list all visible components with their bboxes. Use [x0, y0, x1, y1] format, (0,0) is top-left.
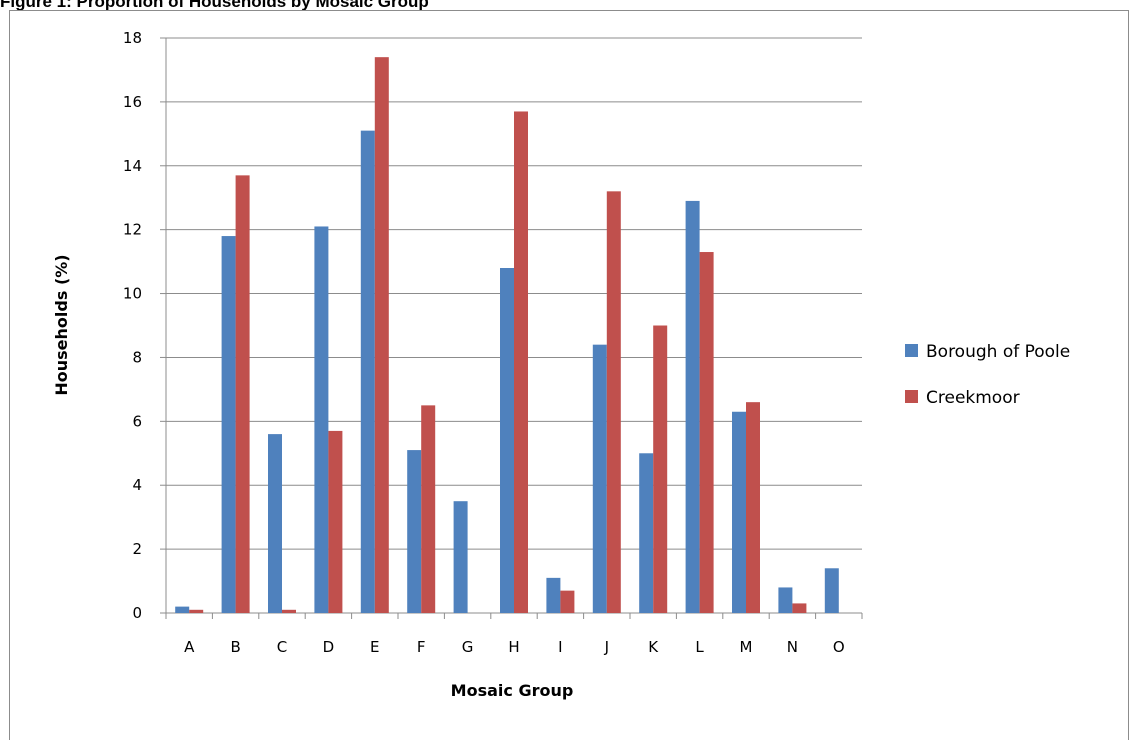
bars: [175, 57, 839, 614]
bar-borough-of-poole-d: [314, 226, 329, 613]
bar-borough-of-poole-b: [221, 236, 236, 614]
bar-creekmoor-b: [235, 175, 250, 613]
bar-borough-of-poole-o: [824, 568, 839, 613]
bar-borough-of-poole-j: [592, 344, 607, 613]
bar-borough-of-poole-f: [407, 450, 422, 613]
y-tick-label: 10: [123, 285, 142, 303]
tick-labels: 0 2 4 6 8 10 12 14 16 18 A B C D E F G H I J K L M N O: [123, 29, 845, 656]
y-tick-label: 14: [123, 157, 142, 175]
x-tick-label: K: [648, 638, 659, 656]
bar-borough-of-poole-a: [175, 606, 190, 613]
bar-borough-of-poole-l: [685, 200, 700, 613]
bar-creekmoor-n: [792, 603, 807, 613]
bar-creekmoor-j: [606, 191, 621, 614]
bar-creekmoor-i: [560, 590, 575, 613]
legend-label: Creekmoor: [926, 388, 1020, 408]
y-tick-label: 18: [123, 29, 142, 47]
y-tick-label: 0: [132, 604, 142, 622]
x-tick-label: C: [277, 638, 287, 656]
bar-creekmoor-c: [282, 609, 296, 613]
bar-borough-of-poole-m: [732, 411, 746, 613]
x-tick-label: I: [558, 638, 562, 656]
bar-creekmoor-m: [746, 402, 760, 613]
x-tick-label: L: [695, 638, 704, 656]
y-tick-label: 4: [132, 476, 142, 494]
bar-borough-of-poole-c: [268, 434, 282, 613]
bar-creekmoor-a: [189, 609, 204, 613]
bar-borough-of-poole-k: [639, 453, 654, 613]
x-tick-label: B: [230, 638, 240, 656]
x-tick-label: G: [462, 638, 474, 656]
figure-title: Figure 1: Proportion of Households by Mo…: [0, 0, 429, 11]
legend-label: Borough of Poole: [926, 342, 1070, 362]
legend-swatch: [905, 390, 918, 403]
x-axis-title: Mosaic Group: [451, 681, 574, 700]
y-axis-title: Households (%): [52, 254, 71, 395]
x-tick-label: O: [833, 638, 845, 656]
bar-borough-of-poole-g: [453, 501, 468, 613]
bar-creekmoor-f: [421, 405, 436, 613]
bar-creekmoor-e: [374, 57, 389, 613]
x-tick-label: N: [787, 638, 798, 656]
x-tick-label: E: [370, 638, 379, 656]
x-tick-label: A: [184, 638, 195, 656]
bar-borough-of-poole-n: [778, 587, 793, 613]
x-tick-label: H: [508, 638, 519, 656]
x-tick-label: F: [417, 638, 426, 656]
legend-swatch: [905, 344, 918, 357]
y-tick-label: 2: [132, 540, 142, 558]
bar-creekmoor-l: [699, 252, 714, 613]
y-tick-label: 16: [123, 93, 142, 111]
y-tick-label: 6: [132, 412, 142, 430]
legend: Borough of Poole Creekmoor: [905, 342, 1070, 408]
x-tick-label: M: [740, 638, 753, 656]
bar-borough-of-poole-e: [360, 130, 375, 613]
bar-creekmoor-k: [653, 325, 668, 613]
x-tick-label: J: [604, 638, 609, 656]
bar-borough-of-poole-h: [500, 268, 514, 613]
bar-creekmoor-d: [328, 430, 343, 613]
bar-borough-of-poole-i: [546, 577, 561, 613]
bar-creekmoor-h: [514, 111, 528, 613]
x-tick-label: D: [323, 638, 335, 656]
y-tick-label: 12: [123, 221, 142, 239]
y-tick-label: 8: [132, 348, 142, 366]
chart-frame: [9, 10, 1129, 740]
